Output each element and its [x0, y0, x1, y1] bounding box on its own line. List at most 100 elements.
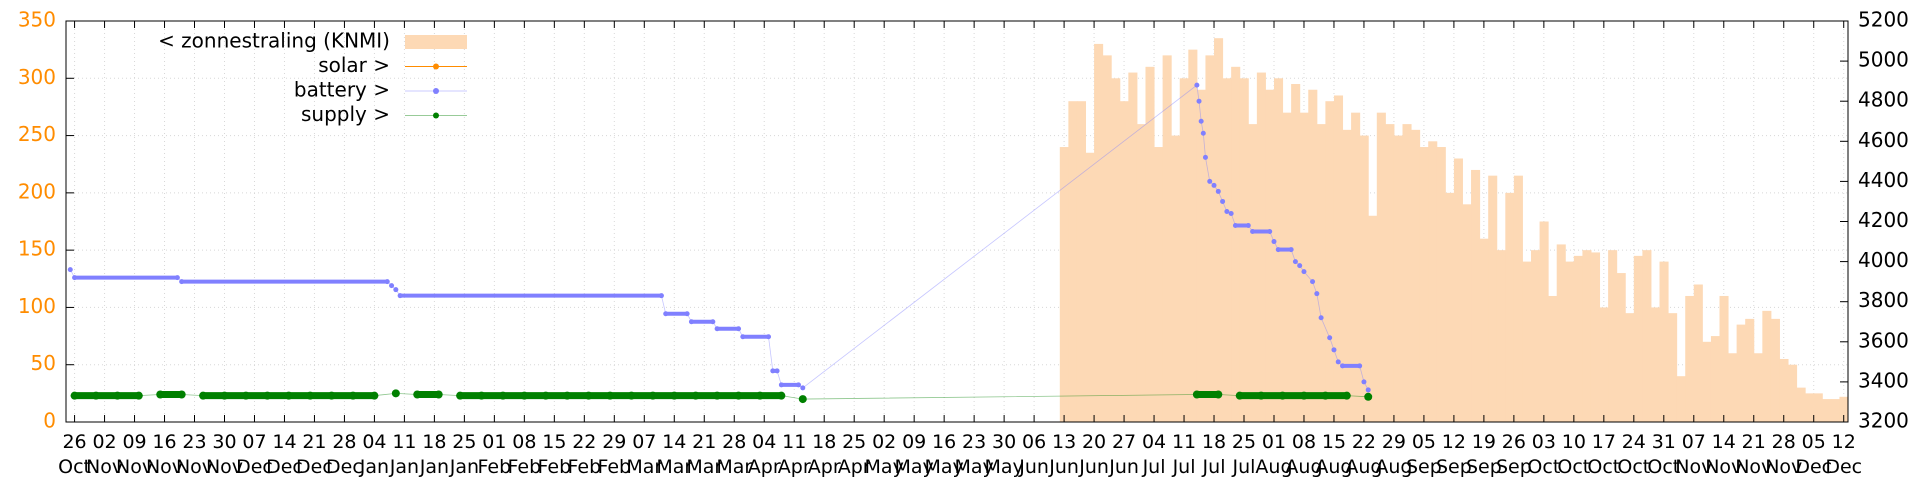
point — [627, 391, 636, 400]
point — [113, 391, 122, 400]
area-step — [1162, 55, 1172, 422]
area-step — [1590, 252, 1601, 422]
point — [520, 391, 529, 400]
area-step — [1505, 192, 1515, 422]
point — [670, 391, 679, 400]
point — [179, 279, 185, 285]
area-step — [1599, 307, 1609, 422]
x-tick-label: 25 Jan — [449, 431, 480, 478]
point — [714, 326, 720, 332]
area-step — [1796, 387, 1806, 422]
point — [1202, 154, 1208, 160]
y-tick-label: 300 — [18, 65, 56, 89]
area-step — [1145, 66, 1155, 422]
point — [778, 382, 784, 388]
area-step — [1368, 215, 1378, 422]
point — [648, 391, 657, 400]
x-tick-label: 08 Aug — [1285, 431, 1323, 478]
area-step — [1136, 124, 1146, 422]
x-tick-label: 21 Mar — [686, 431, 723, 478]
area-step — [1342, 129, 1352, 423]
point — [736, 326, 742, 332]
area-step — [1059, 147, 1069, 422]
point — [1314, 291, 1320, 297]
area-step — [1359, 135, 1369, 423]
y2-tick-label: 3600 — [1858, 328, 1909, 352]
x-tick-label: 12 Sep — [1435, 431, 1472, 478]
area-step — [1085, 152, 1095, 422]
x-tick-label: 29 Aug — [1375, 431, 1413, 478]
area-step — [1316, 124, 1326, 422]
x-tick-label: 21 Dec — [296, 431, 333, 478]
y-tick-label: 50 — [31, 351, 56, 375]
y2-tick-label: 4800 — [1858, 88, 1909, 112]
point — [774, 368, 780, 374]
x-tick-label: 12 Dec — [1825, 431, 1863, 478]
point — [1331, 347, 1337, 353]
point — [91, 391, 100, 400]
x-tick-label: 02 May — [864, 431, 904, 478]
y2-tick-label: 3200 — [1858, 409, 1909, 433]
point — [1297, 263, 1303, 269]
point — [1228, 210, 1234, 216]
x-tick-label: 23 May — [954, 431, 994, 478]
area-step — [1513, 175, 1523, 422]
point — [1250, 229, 1256, 235]
x-tick-label: 09 Nov — [115, 431, 154, 478]
x-tick-label: 09 May — [894, 431, 934, 478]
area-step — [1693, 284, 1703, 422]
x-tick-label: 22 Feb — [567, 431, 602, 478]
plot-frame — [65, 20, 1849, 423]
area-step — [1788, 364, 1798, 422]
point — [740, 334, 746, 340]
point — [766, 334, 772, 340]
point — [174, 275, 180, 281]
x-tick-label: 08 Feb — [507, 431, 542, 478]
area-step — [1762, 310, 1772, 422]
point — [755, 391, 764, 400]
point — [1271, 239, 1277, 245]
point — [284, 391, 293, 400]
point — [1220, 198, 1226, 204]
point — [1215, 188, 1221, 194]
area-step — [1805, 393, 1815, 422]
area-step — [1625, 313, 1635, 422]
point — [1194, 82, 1200, 88]
area-step — [1411, 129, 1421, 423]
area-step — [1736, 324, 1746, 422]
area-step — [1308, 89, 1318, 422]
point — [393, 287, 399, 293]
y-tick-label: 100 — [18, 294, 56, 318]
axes: 0 50 100 150 200 250 300 350 3200 3400 3600 3800 400… — [18, 8, 1909, 433]
point — [498, 391, 507, 400]
area-step — [1445, 192, 1455, 422]
y-tick-label: 200 — [18, 179, 56, 203]
area-step — [1376, 112, 1386, 423]
x-tick-label: 22 Aug — [1345, 431, 1383, 478]
x-tick-label: 07 Mar — [626, 431, 663, 478]
point — [584, 391, 593, 400]
point — [1301, 269, 1307, 275]
point — [327, 391, 336, 400]
point — [563, 391, 572, 400]
y2-tick-label: 4400 — [1858, 168, 1909, 192]
x-tick-label: 15 Feb — [537, 431, 572, 478]
point — [477, 391, 486, 400]
point — [770, 368, 776, 374]
area-step — [1231, 66, 1241, 422]
x-tick-label: 16 Nov — [145, 431, 184, 478]
area-step — [1582, 250, 1592, 422]
area-step — [1659, 261, 1669, 422]
point — [796, 382, 802, 388]
y-tick-label: 150 — [18, 237, 56, 261]
point — [263, 391, 272, 400]
area-step — [1282, 112, 1292, 423]
y2-tick-label: 5200 — [1858, 8, 1909, 32]
point — [713, 391, 722, 400]
x-tick-label: 28 Dec — [326, 431, 363, 478]
y-tick-label: 250 — [18, 122, 56, 146]
x-tick-label: 29 Feb — [597, 431, 632, 478]
point — [70, 391, 79, 400]
area-step — [1102, 55, 1112, 422]
